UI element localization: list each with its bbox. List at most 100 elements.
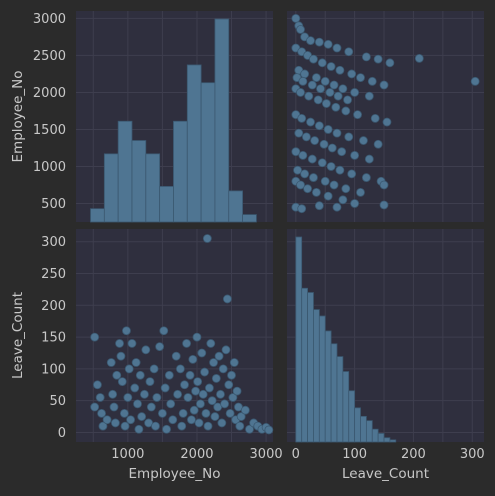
scatter-point (320, 176, 330, 186)
scatter-point (127, 339, 137, 348)
histogram-bar (389, 439, 397, 443)
histogram-bar (307, 292, 314, 443)
scatter-point (307, 80, 317, 90)
scatter-point (414, 53, 424, 63)
y-tick-label: 0 (58, 426, 66, 441)
scatter-point (350, 88, 360, 97)
scatter-point (193, 377, 203, 386)
histogram-bar (313, 309, 320, 443)
scatter-point (191, 386, 200, 396)
scatter-point (185, 370, 195, 380)
scatter-point (209, 358, 218, 367)
scatter-point (373, 54, 383, 64)
histogram-bar (90, 208, 105, 223)
scatter-point (356, 187, 365, 197)
scatter-point (206, 339, 216, 348)
scatter-point (115, 339, 124, 348)
x-tick-label: 300 (460, 447, 485, 462)
scatter-point (194, 418, 204, 428)
scatter-point (264, 425, 274, 435)
scatter-point (117, 377, 127, 386)
scatter-point (361, 173, 371, 182)
scatter-point (300, 169, 310, 179)
scatter-point (90, 332, 100, 342)
scatter-point (296, 88, 305, 97)
scatter-point (164, 370, 174, 380)
scatter-point (95, 393, 105, 402)
scatter-point (189, 405, 199, 415)
scatter-point (183, 393, 193, 402)
histogram-bar (371, 428, 379, 443)
scatter-point (196, 399, 205, 409)
scatter-point (109, 402, 119, 412)
x-tick-label: 200 (401, 447, 426, 462)
scatter-point (224, 380, 234, 390)
scatter-point (180, 380, 189, 390)
scatter-point (102, 415, 112, 425)
scatter-point (353, 110, 362, 120)
scatter-point (98, 421, 108, 431)
scatter-point (221, 345, 231, 355)
histogram-bar (383, 437, 391, 443)
scatter-point (332, 43, 342, 53)
scatter-point (337, 147, 347, 157)
scatter-point (314, 121, 324, 131)
scatter-point (203, 421, 213, 431)
scatter-point (307, 154, 317, 164)
scatter-point (327, 143, 337, 153)
scatter-point (309, 173, 318, 182)
scatter-point (236, 412, 246, 421)
scatter-point (306, 36, 315, 46)
scatter-point (338, 84, 348, 94)
scatter-point (93, 380, 102, 390)
scatter-point (344, 132, 354, 142)
histogram-bar (200, 82, 216, 223)
scatter-point (137, 412, 147, 421)
scatter-point (367, 76, 377, 86)
x-tick-label: 100 (342, 447, 367, 462)
y-tick-label: 1000 (33, 160, 66, 175)
scatter-point (291, 147, 301, 157)
scatter-point (220, 399, 230, 409)
scatter-point (207, 396, 217, 406)
scatter-point (350, 150, 360, 160)
scatter-point (309, 54, 318, 64)
scatter-point (314, 37, 324, 47)
histogram-bar (103, 153, 119, 223)
y-tick-label: 1500 (33, 123, 66, 138)
scatter-point (112, 370, 122, 380)
scatter-point (343, 95, 352, 105)
scatter-point (341, 106, 351, 116)
scatter-point (158, 408, 167, 418)
y-tick-label: 250 (41, 267, 66, 282)
scatter-point (297, 113, 307, 123)
y-tick-label: 2500 (33, 49, 66, 64)
x-tick-label: 2000 (180, 447, 213, 462)
scatter-point (347, 169, 357, 179)
scatter-point (235, 421, 245, 431)
y-axis-label-employee_no: Employee_No (10, 71, 26, 163)
scatter-point (140, 389, 149, 399)
histogram-bar (342, 371, 350, 443)
x-axis-label-leave_count: Leave_Count (342, 466, 429, 482)
scatter-point (370, 113, 380, 123)
scatter-point (364, 154, 374, 164)
scatter-point (344, 47, 354, 57)
y-axis-label-leave_count: Leave_Count (10, 292, 26, 379)
scatter-point (359, 136, 368, 145)
histogram-bar (159, 186, 174, 223)
histogram-bar (377, 433, 385, 443)
y-tick-label: 200 (41, 299, 66, 314)
scatter-point (124, 364, 134, 374)
histogram-bar (336, 356, 344, 443)
scatter-point (178, 408, 188, 418)
scatter-point (122, 326, 131, 336)
histogram-bar (318, 315, 326, 443)
scatter-point (293, 165, 302, 175)
scatter-point (197, 348, 207, 358)
scatter-point (364, 91, 374, 101)
x-tick-label: 1000 (111, 447, 144, 462)
scatter-point (296, 25, 305, 34)
panel-employee_no-vs-leave_count (287, 11, 484, 222)
scatter-point (131, 358, 141, 367)
